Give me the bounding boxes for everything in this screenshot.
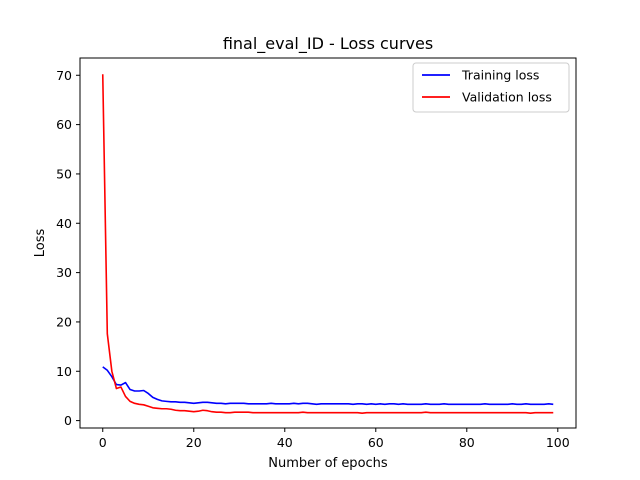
plot-frame	[79, 57, 577, 429]
y-tick-label: 40	[56, 216, 72, 231]
x-tick-label: 60	[368, 435, 384, 450]
x-tick-label: 80	[459, 435, 475, 450]
y-tick-label: 20	[56, 314, 72, 329]
y-tick-label: 70	[56, 68, 72, 83]
x-tick-label: 40	[277, 435, 293, 450]
y-tick-label: 10	[56, 364, 72, 379]
x-tick-label: 100	[546, 435, 570, 450]
legend: Training loss Validation loss	[412, 62, 570, 113]
x-axis-label: Number of epochs	[268, 456, 388, 471]
y-tick-label: 30	[56, 265, 72, 280]
series-layer	[101, 74, 554, 415]
chart-title: final_eval_ID - Loss curves	[223, 34, 433, 54]
y-axis: 0 10 20 30 40 50 60 70	[56, 68, 80, 428]
x-tick-label: 0	[99, 435, 107, 450]
y-tick-label: 0	[64, 413, 72, 428]
plot-area	[80, 58, 576, 428]
x-axis: 0 20 40 60 80 100	[99, 428, 570, 450]
series-line-training	[102, 366, 554, 406]
series-line-validation	[101, 74, 554, 415]
x-tick-label: 20	[186, 435, 202, 450]
y-axis-label: Loss	[33, 229, 48, 258]
legend-label-training: Training loss	[461, 68, 539, 83]
y-tick-label: 50	[56, 166, 72, 181]
legend-label-validation: Validation loss	[462, 90, 552, 105]
legend-box	[412, 62, 570, 113]
y-tick-label: 60	[56, 117, 72, 132]
